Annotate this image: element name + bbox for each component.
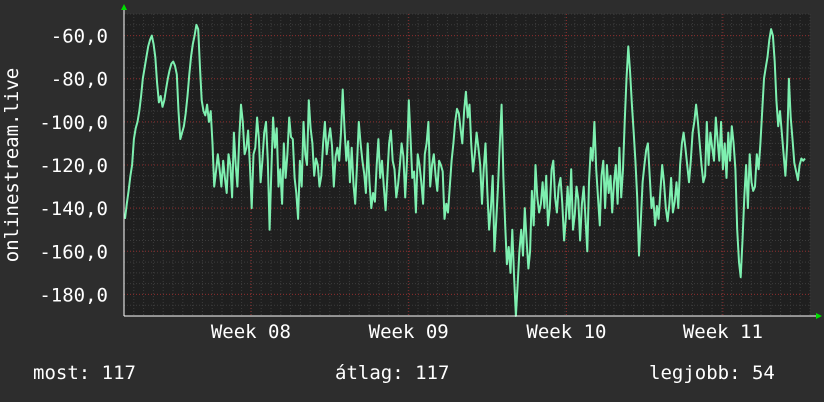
x-axis-arrow [816,313,822,319]
legend-legjobb-text: legjobb: 54 [649,362,775,384]
x-tick-label: Week 08 [211,321,291,343]
legend-atlag: átlag: 117 [335,362,449,384]
legend-atlag-text: átlag: 117 [335,362,450,384]
y-tick-label: -180,0 [39,284,108,306]
y-axis-arrow [121,4,127,10]
legend-legjobb: legjobb: 54 [649,362,775,384]
y-tick-label: -100,0 [39,112,108,134]
y-axis-ticks: -60,0 -80,0 -100,0 -120,0 -140,0 -160,0 -180,0 [39,26,108,307]
axes [121,4,822,319]
x-tick-label: Week 11 [683,321,763,343]
y-tick-label: -160,0 [39,241,108,263]
y-tick-label: -120,0 [39,155,108,177]
legend-most: most: 117 [33,362,136,384]
x-tick-label: Week 10 [526,321,606,343]
x-axis-ticks: Week 08 Week 09 Week 10 Week 11 [211,321,763,343]
y-tick-label: -80,0 [51,69,108,91]
x-tick-label: Week 09 [369,321,449,343]
series-line [124,23,806,317]
y-tick-label: -140,0 [39,198,108,220]
y-tick-label: -60,0 [51,26,108,48]
y-axis-label: onlinestream.live [1,68,23,262]
legend-most-text: most: 117 [33,362,136,384]
